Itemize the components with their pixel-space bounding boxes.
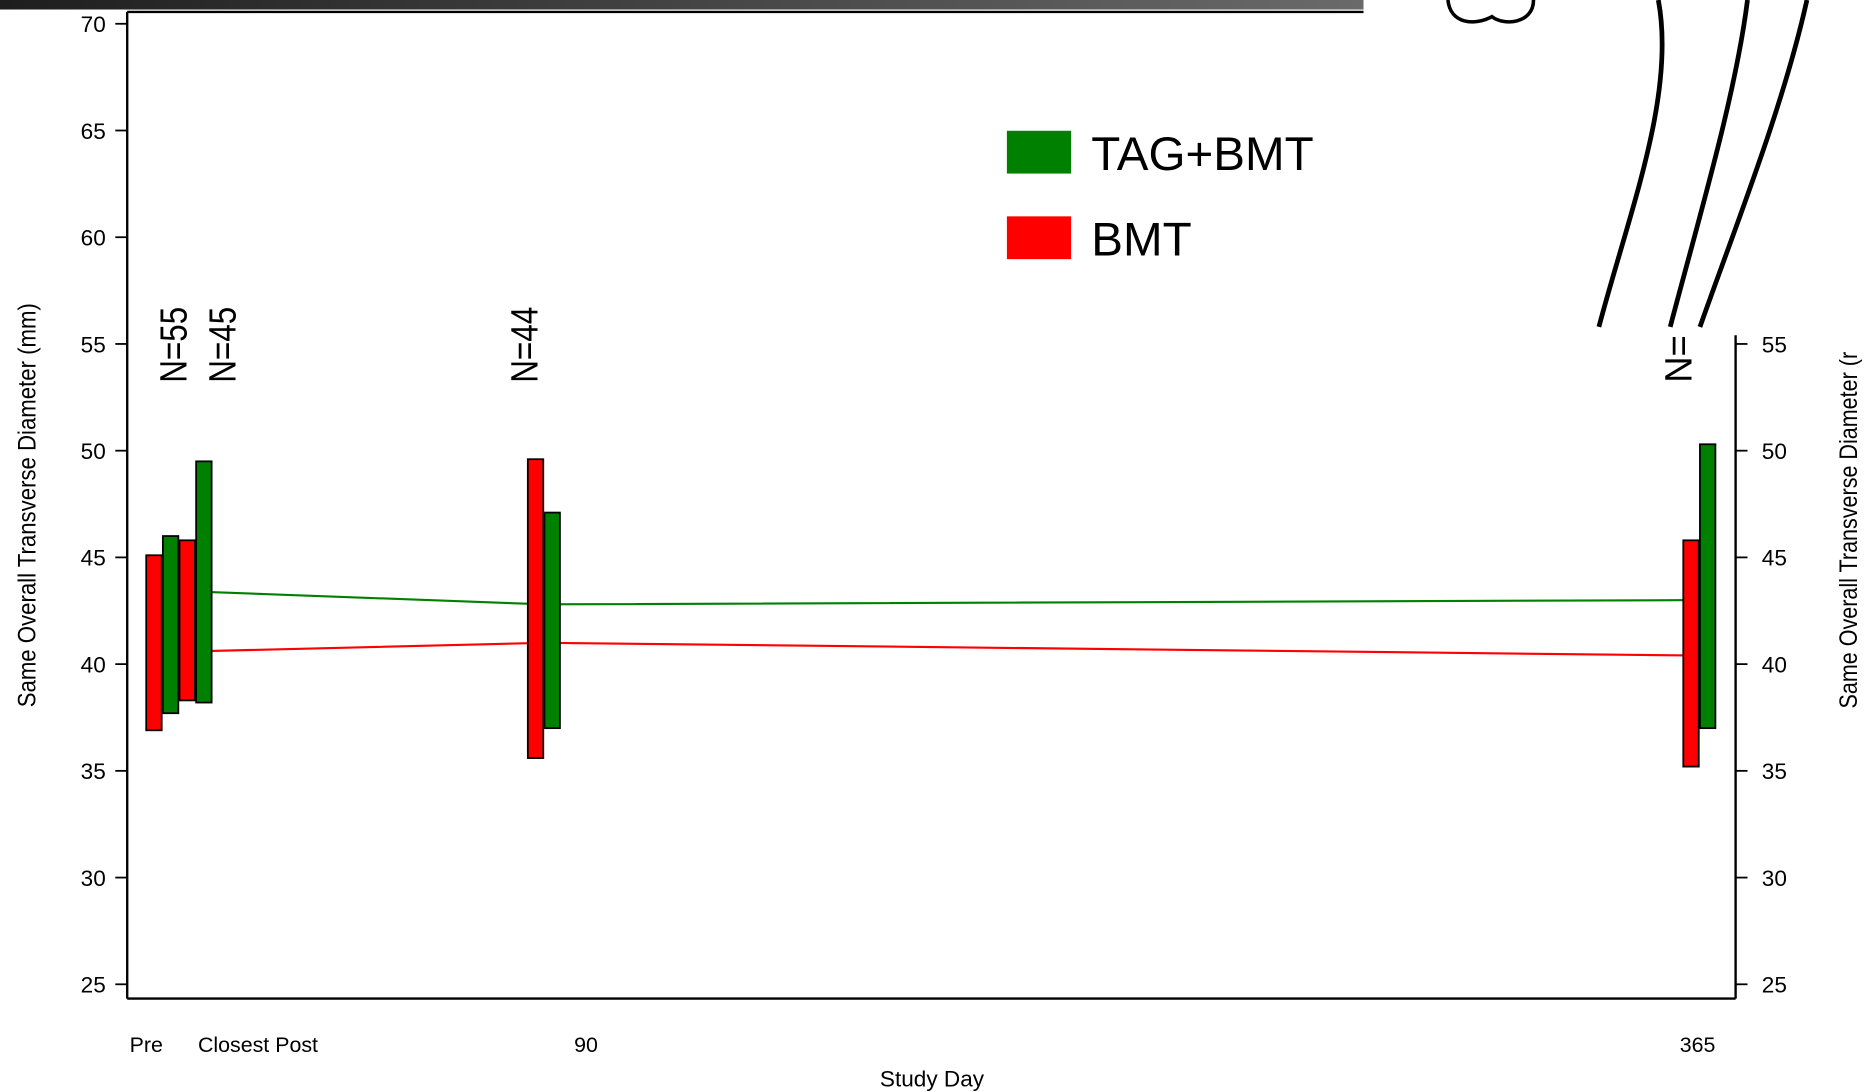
x-tick-label: 90 (574, 1033, 598, 1057)
y2-tick-label: 35 (1762, 759, 1787, 784)
y-tick-label: 40 (81, 652, 106, 677)
range-box (145, 554, 163, 732)
y2-tick-label: 25 (1762, 973, 1787, 998)
legend-swatch (1006, 130, 1072, 174)
x-axis-label: Study Day (880, 1067, 985, 1092)
mean-line (162, 641, 1700, 657)
x-tick-label: 365 (1680, 1033, 1716, 1057)
figure-overlay (1363, 0, 1864, 336)
y2-tick-label: 30 (1762, 866, 1787, 891)
n-annotation: N= (1659, 335, 1701, 383)
top-bar (0, 0, 1364, 10)
x-tick-label: Pre (130, 1033, 163, 1057)
y-tick-label: 45 (81, 546, 106, 571)
range-box (1699, 443, 1717, 730)
range-box (543, 511, 561, 730)
y2-tick-label: 50 (1762, 439, 1787, 464)
y-tick-label: 65 (81, 119, 106, 144)
y-tick-label: 60 (81, 226, 106, 251)
y-tick-label: 55 (81, 332, 106, 357)
legend-label: TAG+BMT (1091, 128, 1313, 181)
legend-label: BMT (1091, 214, 1191, 267)
figure-outline (1667, 0, 1750, 328)
x-tick-label: Closest Post (198, 1033, 318, 1057)
figure-outline (1446, 0, 1536, 24)
y-tick-label: 25 (81, 973, 106, 998)
range-box (1682, 539, 1700, 768)
y-tick-label: 35 (81, 759, 106, 784)
range-box (195, 460, 213, 704)
figure-outline (1697, 0, 1810, 328)
n-annotation: N=55 (154, 307, 196, 383)
range-box (178, 539, 196, 702)
range-box (526, 458, 545, 759)
n-annotation: N=44 (504, 307, 546, 383)
y2-tick-label: 40 (1762, 652, 1787, 677)
y-tick-label: 50 (81, 439, 106, 464)
mean-line (196, 590, 1700, 606)
legend-swatch (1006, 216, 1072, 260)
range-box (161, 535, 180, 715)
y-tick-label: 70 (81, 12, 106, 37)
y2-tick-label: 45 (1762, 546, 1787, 571)
figure-background (1363, 0, 1864, 336)
figure-outline (1596, 0, 1665, 328)
y-tick-label: 30 (81, 866, 106, 891)
y2-tick-label: 55 (1762, 332, 1787, 357)
y2-axis-label: Same Overall Transverse Diameter (r (1835, 352, 1863, 709)
n-annotation: N=45 (202, 307, 244, 383)
y-axis-label: Same Overall Transverse Diameter (mm) (14, 303, 42, 707)
